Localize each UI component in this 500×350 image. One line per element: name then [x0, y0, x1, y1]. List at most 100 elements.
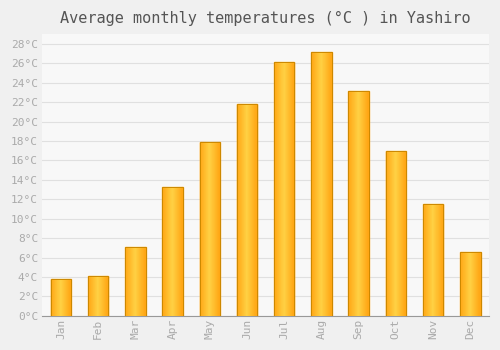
- Bar: [280, 62, 281, 316]
- Bar: [236, 104, 238, 316]
- Bar: [351, 91, 352, 316]
- Bar: [442, 204, 444, 316]
- Bar: [282, 62, 283, 316]
- Bar: [106, 276, 107, 316]
- Bar: [70, 279, 71, 316]
- Bar: [174, 187, 176, 316]
- Bar: [134, 247, 136, 316]
- Bar: [239, 104, 240, 316]
- Bar: [180, 187, 182, 316]
- Bar: [312, 52, 313, 316]
- Bar: [200, 142, 201, 316]
- Bar: [352, 91, 353, 316]
- Bar: [244, 104, 245, 316]
- Bar: [425, 204, 426, 316]
- Bar: [402, 151, 404, 316]
- Bar: [431, 204, 432, 316]
- Bar: [58, 279, 59, 316]
- Bar: [63, 279, 64, 316]
- Bar: [127, 247, 128, 316]
- Bar: [469, 252, 470, 316]
- Bar: [274, 62, 276, 316]
- Bar: [423, 204, 424, 316]
- Bar: [88, 276, 108, 316]
- Bar: [141, 247, 142, 316]
- Bar: [325, 52, 326, 316]
- Bar: [432, 204, 433, 316]
- Bar: [178, 187, 180, 316]
- Bar: [314, 52, 316, 316]
- Bar: [477, 252, 478, 316]
- Bar: [386, 151, 387, 316]
- Bar: [355, 91, 356, 316]
- Bar: [204, 142, 205, 316]
- Bar: [164, 187, 165, 316]
- Bar: [215, 142, 216, 316]
- Bar: [66, 279, 67, 316]
- Bar: [464, 252, 465, 316]
- Bar: [211, 142, 212, 316]
- Bar: [424, 204, 425, 316]
- Bar: [172, 187, 173, 316]
- Bar: [364, 91, 365, 316]
- Bar: [278, 62, 280, 316]
- Bar: [313, 52, 314, 316]
- Bar: [256, 104, 257, 316]
- Bar: [473, 252, 474, 316]
- Bar: [468, 252, 469, 316]
- Bar: [200, 142, 220, 316]
- Bar: [398, 151, 400, 316]
- Bar: [69, 279, 70, 316]
- Bar: [99, 276, 100, 316]
- Bar: [324, 52, 325, 316]
- Bar: [362, 91, 364, 316]
- Bar: [423, 204, 444, 316]
- Bar: [276, 62, 278, 316]
- Bar: [430, 204, 431, 316]
- Bar: [253, 104, 254, 316]
- Bar: [287, 62, 288, 316]
- Bar: [329, 52, 330, 316]
- Bar: [429, 204, 430, 316]
- Bar: [207, 142, 208, 316]
- Bar: [394, 151, 395, 316]
- Bar: [243, 104, 244, 316]
- Bar: [286, 62, 287, 316]
- Bar: [173, 187, 174, 316]
- Bar: [251, 104, 252, 316]
- Bar: [90, 276, 92, 316]
- Bar: [201, 142, 202, 316]
- Bar: [348, 91, 369, 316]
- Bar: [404, 151, 406, 316]
- Bar: [283, 62, 284, 316]
- Bar: [50, 279, 51, 316]
- Bar: [242, 104, 243, 316]
- Bar: [392, 151, 393, 316]
- Bar: [440, 204, 442, 316]
- Bar: [238, 104, 239, 316]
- Bar: [210, 142, 211, 316]
- Bar: [101, 276, 102, 316]
- Bar: [140, 247, 141, 316]
- Bar: [395, 151, 396, 316]
- Bar: [366, 91, 367, 316]
- Bar: [107, 276, 108, 316]
- Bar: [426, 204, 427, 316]
- Bar: [438, 204, 439, 316]
- Bar: [358, 91, 360, 316]
- Bar: [241, 104, 242, 316]
- Bar: [163, 187, 164, 316]
- Bar: [130, 247, 131, 316]
- Bar: [216, 142, 218, 316]
- Bar: [387, 151, 388, 316]
- Bar: [247, 104, 248, 316]
- Bar: [293, 62, 294, 316]
- Bar: [205, 142, 206, 316]
- Bar: [311, 52, 332, 316]
- Bar: [465, 252, 466, 316]
- Bar: [393, 151, 394, 316]
- Bar: [365, 91, 366, 316]
- Bar: [249, 104, 250, 316]
- Bar: [248, 104, 249, 316]
- Bar: [125, 247, 126, 316]
